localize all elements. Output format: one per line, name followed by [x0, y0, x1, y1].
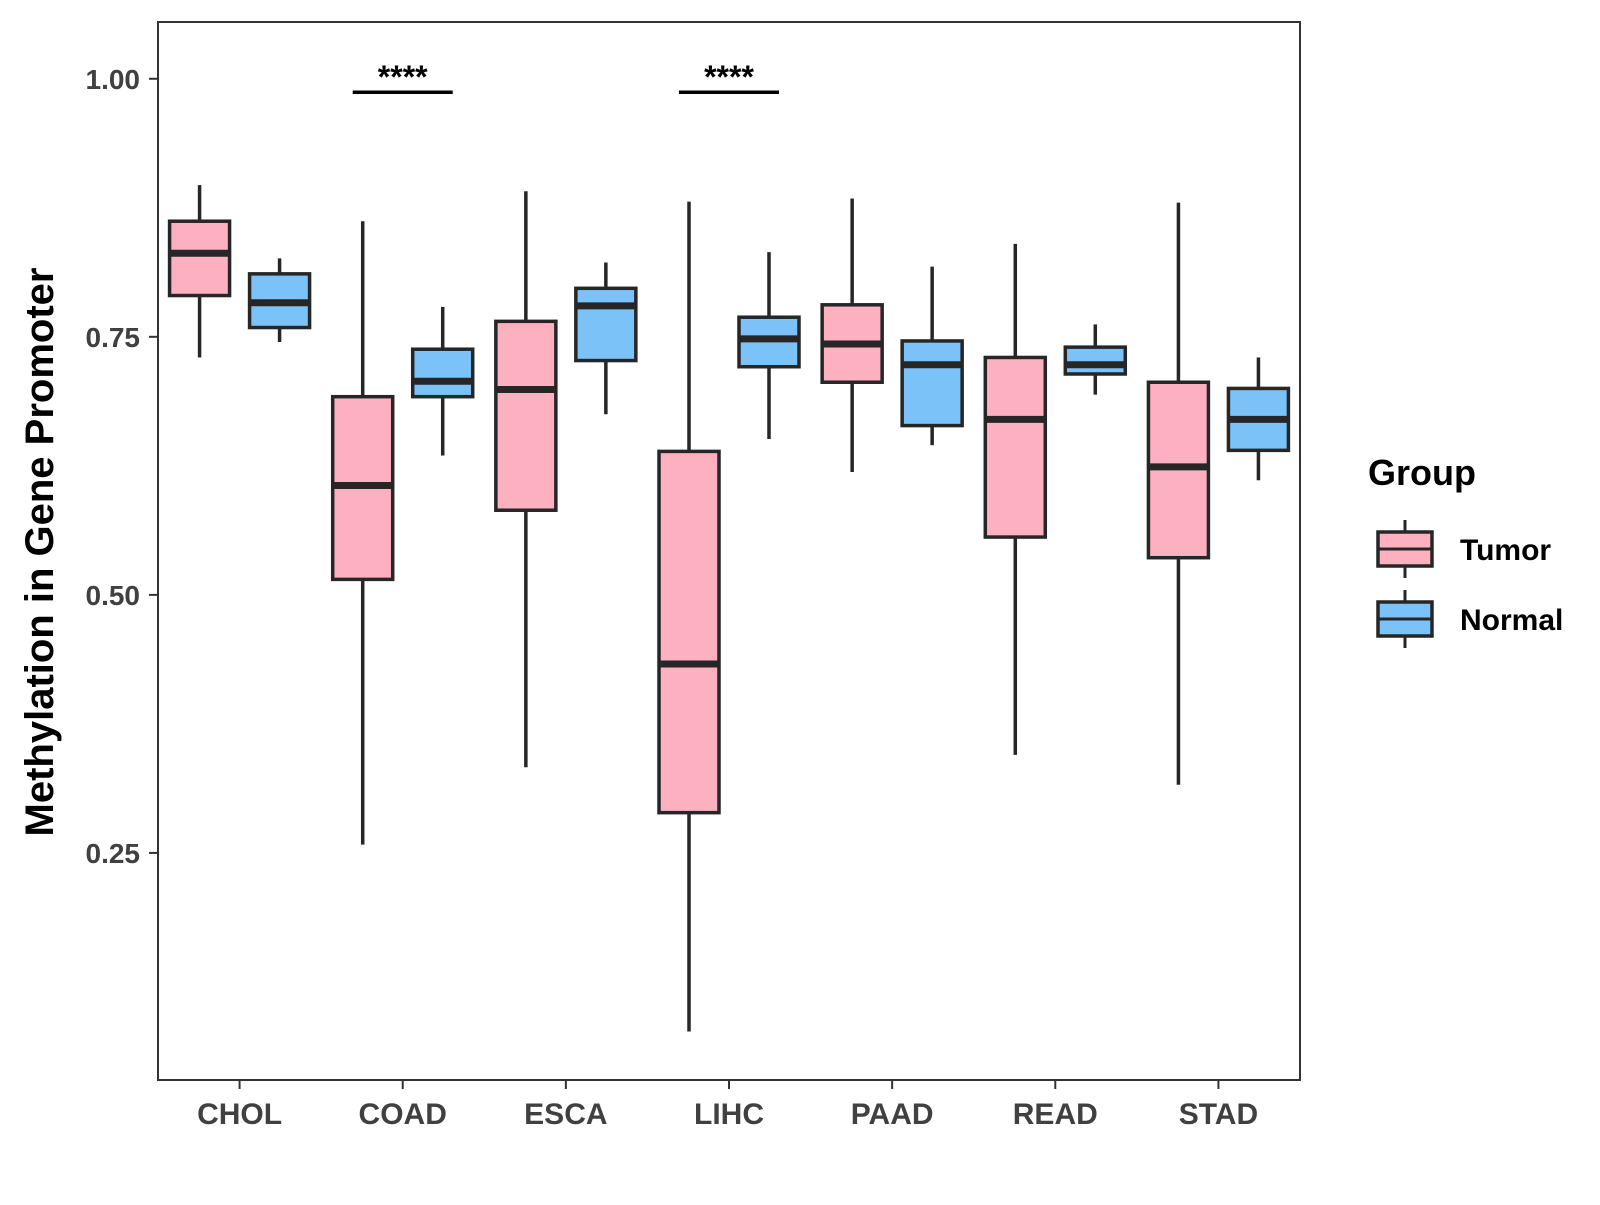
box-normal-lihc: [737, 252, 801, 440]
y-tick-label: 0.75: [86, 322, 141, 353]
box-body: [494, 319, 558, 512]
y-tick-label: 1.00: [86, 64, 141, 95]
significance-annotations: **** ****: [352, 59, 779, 95]
x-tick-label: PAAD: [851, 1098, 934, 1131]
box-tumor-lihc: [657, 201, 721, 1032]
x-tick-label: COAD: [359, 1098, 447, 1131]
box-body: [657, 449, 721, 815]
y-tick-label: 0.50: [86, 580, 141, 611]
box-tumor-chol: [167, 185, 232, 358]
legend-entry-normal: Normal: [1376, 590, 1563, 648]
box-body: [410, 347, 475, 399]
boxes-layer: [167, 185, 1291, 1032]
y-axis-title: Methylation in Gene Promoter: [18, 268, 62, 837]
legend-entry-tumor: Tumor: [1376, 520, 1551, 578]
significance-label: ****: [704, 59, 754, 95]
box-normal-esca: [574, 262, 638, 415]
box-body: [900, 339, 964, 428]
x-tick-label: READ: [1013, 1098, 1098, 1131]
x-tick-label: LIHC: [694, 1098, 764, 1131]
x-axis: CHOL COAD ESCA LIHC PAAD READ STAD: [197, 1080, 1258, 1131]
box-body: [167, 219, 232, 298]
plot-panel: [157, 21, 1301, 1081]
y-tick-label: 0.25: [86, 838, 141, 869]
box-normal-paad: [900, 266, 964, 446]
x-tick-label: CHOL: [197, 1098, 282, 1131]
box-body: [1063, 345, 1128, 376]
box-tumor-esca: [494, 191, 558, 768]
box-normal-chol: [247, 258, 312, 342]
x-tick-label: STAD: [1179, 1098, 1258, 1131]
box-tumor-stad: [1146, 202, 1211, 785]
box-normal-read: [1063, 324, 1128, 395]
legend-title: Group: [1368, 452, 1476, 493]
legend-label: Tumor: [1460, 534, 1551, 567]
legend-label: Normal: [1460, 604, 1563, 637]
box-tumor-read: [983, 243, 1048, 755]
legend: Group Tumor Normal: [1368, 452, 1563, 648]
significance-label: ****: [378, 59, 428, 95]
box-body: [983, 355, 1048, 539]
box-normal-stad: [1226, 357, 1291, 481]
x-tick-label: ESCA: [524, 1098, 607, 1131]
box-normal-coad: [410, 306, 475, 456]
y-axis: 0.25 0.50 0.75 1.00: [86, 64, 158, 869]
box-tumor-coad: [330, 221, 395, 845]
box-body: [574, 286, 638, 363]
box-tumor-paad: [820, 198, 884, 473]
